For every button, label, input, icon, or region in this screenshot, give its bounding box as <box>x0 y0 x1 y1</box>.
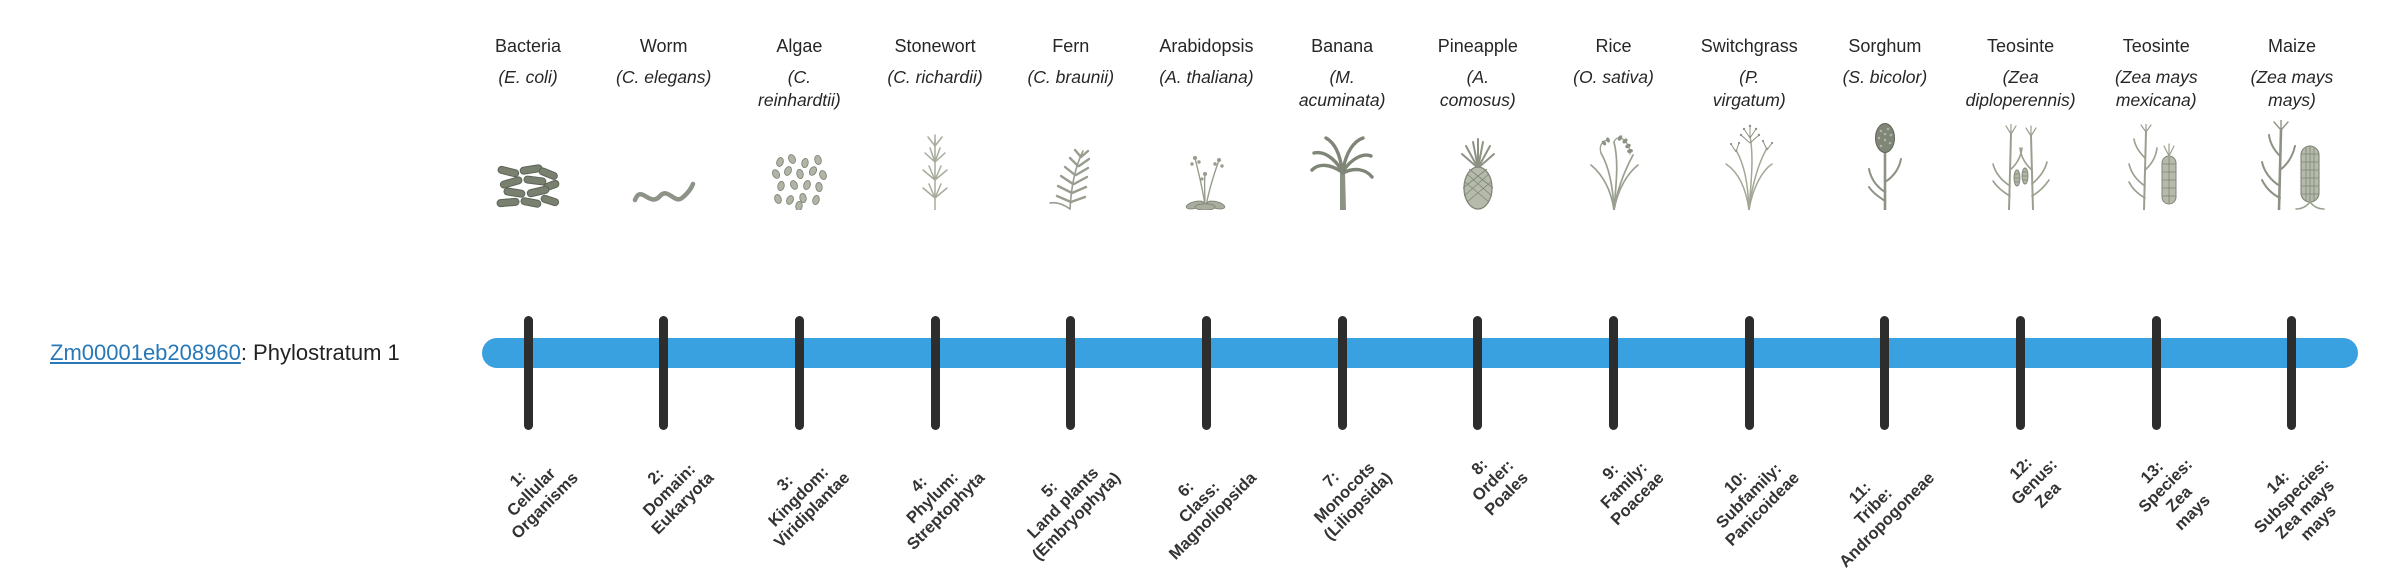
organism-scientific-name: (S. bicolor) <box>1842 67 1928 87</box>
banana-icon <box>1267 114 1417 210</box>
phylostratum-label: 10: Subfamily: Panicoideae <box>1712 459 1803 550</box>
organism-name: Fern <box>1052 36 1090 56</box>
switchgrass-icon <box>1674 114 1824 210</box>
timeline-tick <box>1337 316 1347 430</box>
timeline-tick <box>1201 316 1211 430</box>
phylostratum-label: 11: Tribe: Andropogoneae <box>1836 468 1939 572</box>
organism-scientific-name: (A. thaliana) <box>1159 67 1254 87</box>
stratum-column: Stonewort (C. richardii) <box>860 34 1010 210</box>
timeline-tick <box>794 316 804 430</box>
stonewort-icon <box>860 114 1010 210</box>
bacteria-icon <box>453 114 603 210</box>
organism-scientific-name: (E. coli) <box>498 67 558 87</box>
organism-name: Rice <box>1595 36 1632 56</box>
organism-scientific-name: (C. reinhardtii) <box>758 67 841 110</box>
organism-name: Stonewort <box>894 36 976 56</box>
stratum-column: Rice (O. sativa) <box>1539 34 1689 210</box>
rice-icon <box>1539 114 1689 210</box>
organism-name: Teosinte <box>1987 36 2055 56</box>
phylostratum-label: 6: Class: Magnoliopsida <box>1165 468 1261 564</box>
timeline-tick <box>2016 316 2026 430</box>
organism-name: Maize <box>2267 36 2316 56</box>
organism-name: Switchgrass <box>1700 36 1798 56</box>
gene-phylostratum-text: : Phylostratum 1 <box>240 340 400 365</box>
stratum-column: Algae (C. reinhardtii) <box>724 34 874 210</box>
sorghum-icon <box>1810 114 1960 210</box>
organism-scientific-name: (C. elegans) <box>616 67 712 87</box>
pineapple-icon <box>1403 114 1553 210</box>
timeline-tick <box>523 316 533 430</box>
organism-name: Banana <box>1311 36 1374 56</box>
organism-name: Sorghum <box>1848 36 1922 56</box>
stratum-column: Maize (Zea mays mays) <box>2217 34 2367 210</box>
phylostratum-label: 8: Order: Poales <box>1467 455 1532 520</box>
timeline-tick <box>1880 316 1890 430</box>
organism-scientific-name: (O. sativa) <box>1573 67 1654 87</box>
algae-icon <box>724 114 874 210</box>
phylostratum-label: 4: Phylum: Streptophyta <box>903 468 989 554</box>
organism-name: Bacteria <box>494 36 562 56</box>
timeline-tick <box>2287 316 2297 430</box>
phylostratum-label: 7: Monocots (Liliopsida) <box>1310 459 1396 544</box>
phylostratum-label: 2: Domain: Eukaryota <box>639 460 718 539</box>
stratum-column: Pineapple (A. comosus) <box>1403 34 1553 210</box>
organism-scientific-name: (A. comosus) <box>1439 67 1516 110</box>
organism-name: Arabidopsis <box>1159 36 1254 56</box>
timeline-tick <box>1066 316 1076 430</box>
phylostratum-label: 9: Family: Poaceae <box>1596 458 1668 529</box>
stratum-column: Worm (C. elegans) <box>589 34 739 210</box>
phylostratum-label: 1: Cellular Organisms <box>503 464 582 543</box>
phylostratum-label: 12: Genus: Zea <box>2006 453 2065 512</box>
phylostratum-label: 13: Species: Zea mays <box>2135 455 2215 534</box>
timeline-tick <box>659 316 669 430</box>
fern-icon <box>996 114 1146 210</box>
organism-scientific-name: (Zea mays mexicana) <box>2114 67 2198 110</box>
stratum-column: Teosinte (Zea diploperennis) <box>1946 34 2096 210</box>
organism-scientific-name: (C. braunii) <box>1027 67 1115 87</box>
organism-scientific-name: (Zea mays mays) <box>2250 67 2334 110</box>
timeline-tick <box>930 316 940 430</box>
organism-scientific-name: (M. acuminata) <box>1298 67 1386 110</box>
organism-scientific-name: (Zea diploperennis) <box>1965 67 2076 110</box>
organism-name: Pineapple <box>1437 36 1518 56</box>
stratum-column: Switchgrass (P. virgatum) <box>1674 34 1824 210</box>
stratum-column: Sorghum (S. bicolor) <box>1810 34 1960 210</box>
phylostratum-label: 14: Subspecies: Zea mays mays <box>2250 455 2340 545</box>
teosinte-mexicana-icon <box>2081 114 2231 210</box>
organism-name: Worm <box>639 36 688 56</box>
teosinte-icon <box>1946 114 2096 210</box>
stratum-column: Bacteria (E. coli) <box>453 34 603 210</box>
timeline-bar <box>482 338 2358 368</box>
maize-icon <box>2217 114 2367 210</box>
timeline-tick <box>1609 316 1619 430</box>
timeline-tick <box>2151 316 2161 430</box>
phylostratum-label: 3: Kingdom: Viridiplantae <box>764 463 853 552</box>
organism-name: Teosinte <box>2122 36 2190 56</box>
organism-scientific-name: (P. virgatum) <box>1712 67 1786 110</box>
stratum-column: Teosinte (Zea mays mexicana) <box>2081 34 2231 210</box>
timeline-tick <box>1744 316 1754 430</box>
stratum-column: Banana (M. acuminata) <box>1267 34 1417 210</box>
arabidopsis-icon <box>1131 114 1281 210</box>
phylostratum-label: 5: Land plants (Embryophyta) <box>1024 463 1125 564</box>
organism-scientific-name: (C. richardii) <box>887 67 983 87</box>
organism-name: Algae <box>776 36 823 56</box>
worm-icon <box>589 114 739 210</box>
stratum-column: Fern (C. braunii) <box>996 34 1146 210</box>
gene-label: Zm00001eb208960: Phylostratum 1 <box>50 337 400 369</box>
gene-link[interactable]: Zm00001eb208960 <box>50 340 241 365</box>
stratum-column: Arabidopsis (A. thaliana) <box>1131 34 1281 210</box>
timeline-tick <box>1473 316 1483 430</box>
